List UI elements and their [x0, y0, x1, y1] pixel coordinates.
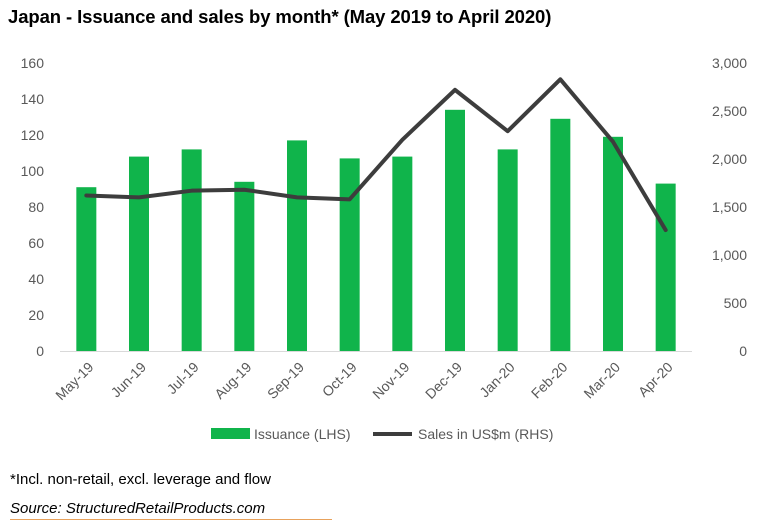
bar-issuance [76, 187, 97, 351]
chart: 0 20 40 60 80 100 120 140 160 0 500 1,000 1,500 2,000… [21, 55, 748, 442]
line-sales [84, 77, 668, 233]
bar-issuance [339, 158, 360, 351]
bar-issuance [287, 140, 307, 351]
legend-label-issuance: Issuance (LHS) [254, 426, 350, 442]
y-right-tick-label: 500 [724, 295, 748, 311]
y-right-tick-label: 2,000 [712, 151, 747, 167]
x-tick-label: Jan-20 [476, 359, 518, 401]
y-left-tick-label: 0 [36, 343, 44, 359]
bar-issuance [655, 183, 676, 351]
y-right-tick-label: 0 [739, 343, 747, 359]
footnote: *Incl. non-retail, excl. leverage and fl… [10, 471, 271, 488]
y-left-tick-label: 120 [21, 127, 45, 143]
bar-issuance [603, 136, 623, 351]
x-tick-label: Jul-19 [164, 359, 202, 397]
y-left-tick-label: 20 [28, 307, 44, 323]
y-right-tick-label: 1,500 [712, 199, 747, 215]
y-left-tick-label: 160 [21, 55, 45, 71]
x-tick-label: Mar-20 [580, 359, 623, 402]
x-tick-label: May-19 [52, 359, 96, 403]
chart-title: Japan - Issuance and sales by month* (Ma… [8, 6, 552, 27]
bar-issuance [497, 149, 518, 351]
x-tick-label: Aug-19 [211, 359, 254, 402]
legend-label-sales: Sales in US$m (RHS) [418, 426, 553, 442]
source-underline [10, 519, 332, 520]
x-tick-label: Jun-19 [108, 359, 150, 401]
y-left-tick-label: 140 [21, 91, 45, 107]
bar-issuance [129, 156, 149, 351]
x-tick-label: Dec-19 [422, 359, 465, 402]
y-right-tick-label: 3,000 [712, 55, 747, 71]
x-tick-label: Feb-20 [528, 359, 571, 402]
source-credit: Source: StructuredRetailProducts.com [10, 500, 266, 517]
legend-swatch-issuance [211, 428, 250, 439]
y-left-tick-label: 40 [28, 271, 44, 287]
bar-issuance [392, 156, 413, 351]
x-tick-label: Oct-19 [319, 359, 360, 400]
x-tick-label: Nov-19 [369, 359, 412, 402]
bar-issuance [550, 118, 571, 351]
y-left-tick-label: 100 [21, 163, 45, 179]
bar-issuance [181, 149, 202, 351]
y-left-tick-label: 80 [28, 199, 44, 215]
y-right-tick-label: 1,000 [712, 247, 747, 263]
bar-issuance [234, 181, 255, 351]
y-right-tick-label: 2,500 [712, 103, 747, 119]
bar-issuance [445, 109, 465, 351]
y-left-tick-label: 60 [28, 235, 44, 251]
x-tick-label: Apr-20 [635, 359, 676, 400]
x-tick-label: Sep-19 [264, 359, 307, 402]
